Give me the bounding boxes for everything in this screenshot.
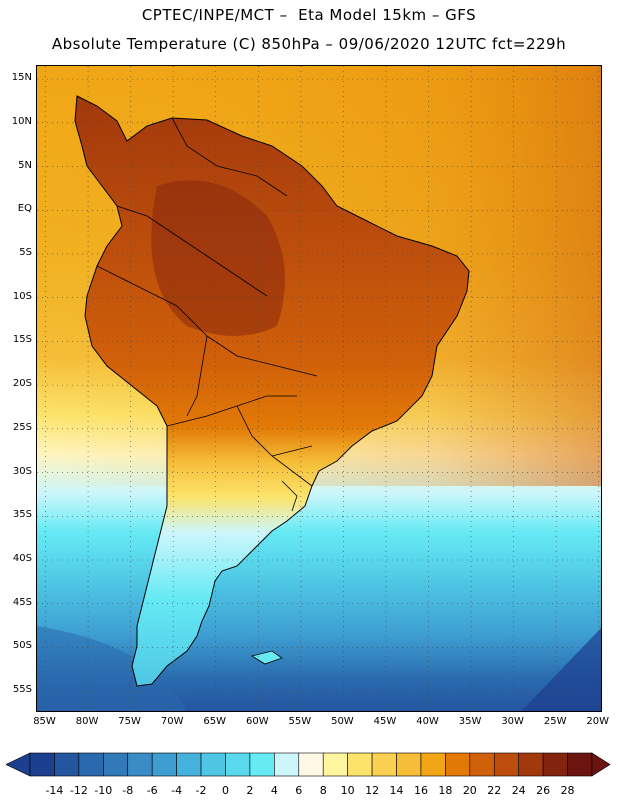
colorbar-tick-label: -2 bbox=[195, 784, 207, 797]
hot-core-amazon bbox=[151, 180, 285, 336]
colorbar-swatch bbox=[347, 752, 373, 777]
colorbar-arrow-low bbox=[6, 752, 31, 777]
colorbar-tick-label: 8 bbox=[319, 784, 327, 797]
longitude-tick-label: 85W bbox=[33, 716, 56, 727]
latitude-tick-label: 50S bbox=[12, 640, 32, 652]
colorbar-tick-label: 20 bbox=[462, 784, 477, 797]
colorbar-swatch bbox=[445, 752, 471, 777]
colorbar-tick-label: -6 bbox=[146, 784, 158, 797]
colorbar-tick-label: -10 bbox=[94, 784, 113, 797]
latitude-tick-label: 10S bbox=[12, 290, 32, 302]
colorbar-tick-label: 12 bbox=[365, 784, 380, 797]
colorbar-tick-label: 6 bbox=[295, 784, 303, 797]
temperature-map bbox=[37, 66, 601, 711]
colorbar-swatch bbox=[542, 752, 568, 777]
longitude-tick-label: 60W bbox=[245, 716, 269, 727]
falkland-islands bbox=[250, 650, 283, 665]
colorbar-swatch bbox=[493, 752, 519, 777]
latitude-tick-label: 5N bbox=[18, 159, 32, 171]
country-borders bbox=[96, 117, 318, 512]
colorbar-tick-label: -8 bbox=[122, 784, 134, 797]
latitude-tick-label: 55S bbox=[12, 684, 32, 696]
latitude-tick-label: EQ bbox=[17, 203, 32, 215]
colorbar-tick-label: 28 bbox=[560, 784, 575, 797]
colorbar-swatch bbox=[518, 752, 544, 777]
latitude-tick-label: 20S bbox=[12, 378, 32, 390]
colorbar-swatch bbox=[176, 752, 202, 777]
colorbar-tick-label: 4 bbox=[270, 784, 278, 797]
longitude-tick-label: 45W bbox=[373, 716, 397, 727]
colorbar-swatch bbox=[396, 752, 422, 777]
longitude-tick-label: 30W bbox=[501, 716, 524, 727]
longitude-tick-label: 55W bbox=[288, 716, 312, 727]
latitude-tick-label: 25S bbox=[12, 421, 32, 433]
longitude-tick-label: 40W bbox=[416, 716, 439, 727]
longitude-tick-label: 65W bbox=[203, 716, 227, 727]
longitude-tick-label: 80W bbox=[75, 716, 99, 727]
colorbar-swatch bbox=[54, 752, 80, 777]
colorbar-tick-label: 18 bbox=[438, 784, 453, 797]
colorbar-tick-label: 26 bbox=[536, 784, 551, 797]
colorbar-tick-label: 10 bbox=[340, 784, 355, 797]
colorbar-swatch bbox=[200, 752, 226, 777]
colorbar-tick-label: 24 bbox=[511, 784, 526, 797]
colorbar-tick-label: -4 bbox=[171, 784, 183, 797]
latitude-tick-label: 45S bbox=[12, 596, 32, 608]
colorbar-tick-label: 22 bbox=[487, 784, 502, 797]
colorbar-swatch bbox=[298, 752, 324, 777]
colorbar-tick-label: 16 bbox=[413, 784, 428, 797]
colorbar-swatch bbox=[322, 752, 348, 777]
colorbar-swatch bbox=[420, 752, 446, 777]
colorbar-swatch bbox=[249, 752, 275, 777]
latitude-tick-label: 40S bbox=[12, 552, 32, 564]
longitude-tick-label: 20W bbox=[586, 716, 610, 727]
latitude-tick-label: 35S bbox=[12, 509, 32, 521]
colorbar-tick-label: -12 bbox=[69, 784, 88, 797]
colorbar-swatch bbox=[274, 752, 300, 777]
colorbar-swatch bbox=[127, 752, 153, 777]
chart-title-variable: Absolute Temperature (C) 850hPa – 09/06/… bbox=[51, 35, 567, 53]
latitude-tick-label: 10N bbox=[11, 115, 32, 127]
colorbar-swatch bbox=[151, 752, 177, 777]
colorbar-swatch bbox=[371, 752, 397, 777]
colorbar-swatch bbox=[469, 752, 495, 777]
longitude-tick-label: 75W bbox=[118, 716, 141, 727]
cold-pool-southwest bbox=[37, 626, 186, 711]
longitude-tick-label: 25W bbox=[543, 716, 567, 727]
longitude-tick-label: 35W bbox=[458, 716, 482, 727]
colorbar-swatch bbox=[567, 752, 593, 777]
colorbar-tick-label: 14 bbox=[389, 784, 404, 797]
colorbar-swatch bbox=[78, 752, 104, 777]
chart-title-model: CPTEC/INPE/MCT – Eta Model 15km – GFS bbox=[141, 6, 477, 24]
map-frame bbox=[36, 65, 602, 712]
latitude-tick-label: 5S bbox=[19, 246, 32, 258]
latitude-tick-label: 30S bbox=[12, 465, 32, 477]
colorbar-swatch bbox=[225, 752, 251, 777]
colorbar-swatch bbox=[29, 752, 55, 777]
cold-pool-southeast bbox=[521, 628, 601, 711]
latitude-tick-label: 15S bbox=[12, 334, 32, 346]
longitude-tick-label: 70W bbox=[160, 716, 184, 727]
colorbar-arrow-high bbox=[591, 752, 611, 777]
latitude-tick-label: 15N bbox=[11, 72, 32, 84]
longitude-tick-label: 50W bbox=[331, 716, 354, 727]
colorbar-swatch bbox=[103, 752, 129, 777]
colorbar bbox=[6, 752, 611, 777]
colorbar-tick-label: -14 bbox=[45, 784, 64, 797]
colorbar-tick-label: 0 bbox=[221, 784, 229, 797]
colorbar-tick-label: 2 bbox=[246, 784, 254, 797]
